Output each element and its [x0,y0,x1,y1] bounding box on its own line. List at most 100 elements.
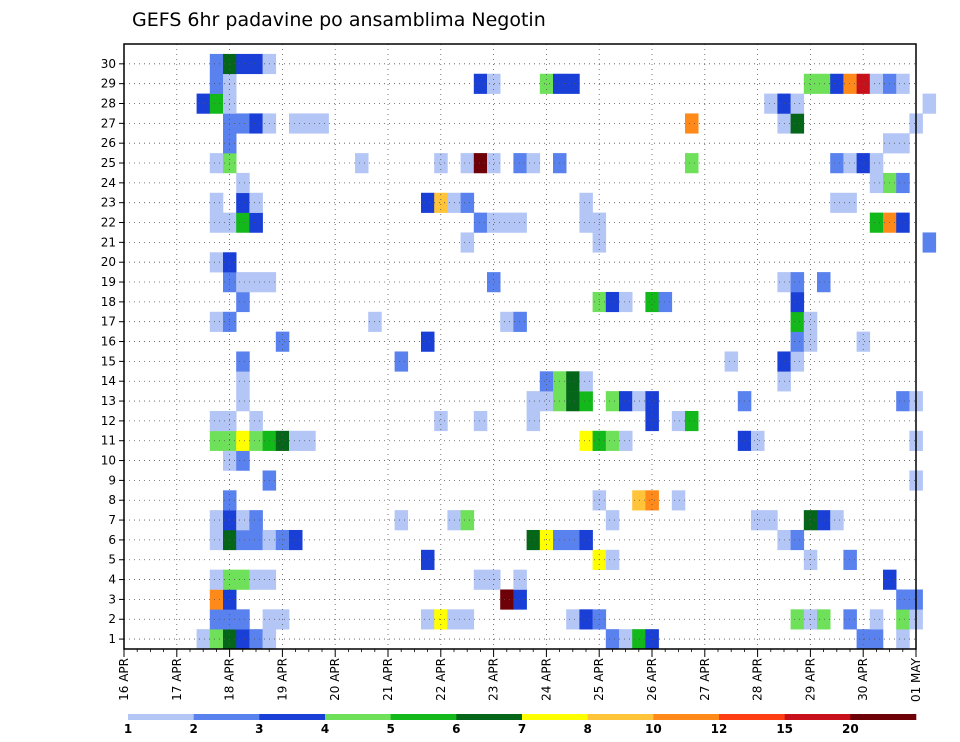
y-tick-label: 28 [101,97,116,111]
heatmap-cell [196,93,211,114]
heatmap-cell [605,629,620,650]
heatmap-cell [209,153,224,174]
heatmap-cell [896,172,910,194]
heatmap-cell [236,510,250,531]
heatmap-cell [209,430,224,451]
heatmap-cell [685,113,699,134]
colorbar-label: 3 [255,722,263,736]
heatmap-cell [566,529,580,551]
heatmap-cell [790,331,805,352]
y-tick-label: 6 [108,533,116,547]
y-tick-label: 21 [101,235,116,249]
heatmap-cell [790,113,805,134]
heatmap-cell [869,153,884,174]
heatmap-cell [579,391,593,412]
heatmap-cell [922,93,937,114]
heatmap-cell [434,410,448,432]
heatmap-cells [196,53,937,650]
heatmap-cell [803,331,818,352]
heatmap-cell [526,153,541,174]
heatmap-cell [856,73,871,94]
colorbar-segment [325,714,391,720]
heatmap-cell [790,272,805,293]
colorbar-segment [456,714,523,720]
heatmap-cell [605,510,620,531]
heatmap-cell [632,629,646,650]
heatmap-cell [658,291,673,313]
gridlines [124,44,916,649]
heatmap-cell [619,430,633,451]
colorbar-label: 4 [321,722,329,736]
heatmap-cell [236,172,250,194]
colorbar-segment [587,714,654,720]
y-tick-label: 18 [101,295,116,309]
heatmap-cell [896,609,910,630]
heatmap-cell [236,113,250,134]
heatmap-cell [289,529,303,551]
heatmap-cell [289,113,303,134]
heatmap-cell [526,529,541,551]
heatmap-cell [764,93,778,114]
heatmap-cell [421,331,435,352]
heatmap-cell [513,153,527,174]
heatmap-cell [209,73,224,94]
heatmap-cell [605,391,620,412]
colorbar-label: 10 [645,722,662,736]
heatmap-cell [249,529,263,551]
heatmap-cell [896,391,910,412]
heatmap-cell [566,371,580,392]
heatmap-cell [817,73,831,94]
heatmap-cell [579,212,593,233]
heatmap-cell [460,153,475,174]
heatmap-cell [896,629,910,650]
heatmap-cell [302,430,316,451]
heatmap-cell [579,609,593,630]
heatmap-cell [249,212,263,233]
heatmap-cell [236,529,250,551]
heatmap-cell [421,549,435,570]
heatmap-cell [209,529,224,551]
heatmap-cell [843,609,857,630]
y-tick-label: 16 [101,335,116,349]
y-tick-label: 27 [101,116,116,130]
y-tick-label: 24 [101,176,116,190]
heatmap-cell [289,430,303,451]
x-tick-label: 20 APR [328,658,342,701]
heatmap-cell [645,410,659,432]
heatmap-cell [249,113,263,134]
colorbar-segment [193,714,260,720]
heatmap-cell [619,629,633,650]
y-tick-label: 8 [108,493,116,507]
heatmap-cell [896,73,910,94]
heatmap-cell [249,629,263,650]
heatmap-cell [843,192,857,213]
heatmap-cell [209,589,224,610]
heatmap-cell [209,609,224,630]
x-tick-label: 01 MAY [909,657,923,702]
x-tick-label: 21 APR [381,658,395,701]
colorbar-segment [850,714,917,720]
heatmap-cell [539,529,554,551]
heatmap-cell [922,232,937,253]
heatmap-cell [236,430,250,451]
y-tick-label: 19 [101,275,116,289]
heatmap-cell [843,73,857,94]
colorbar-segment [653,714,720,720]
y-tick-label: 23 [101,196,116,210]
colorbar-label: 12 [711,722,728,736]
y-tick-label: 5 [108,553,116,567]
heatmap-cell [539,73,554,94]
heatmap-cell [790,311,805,332]
heatmap-cell [566,391,580,412]
heatmap-cell [236,391,250,412]
heatmap-cell [843,549,857,570]
heatmap-cell [394,510,409,531]
colorbar-label: 15 [776,722,793,736]
heatmap-cell [275,331,290,352]
heatmap-cell [209,311,224,332]
heatmap-cell [236,629,250,650]
heatmap-cell [869,212,884,233]
heatmap-cell [421,609,435,630]
heatmap-cell [764,510,778,531]
heatmap-cell [473,569,488,590]
